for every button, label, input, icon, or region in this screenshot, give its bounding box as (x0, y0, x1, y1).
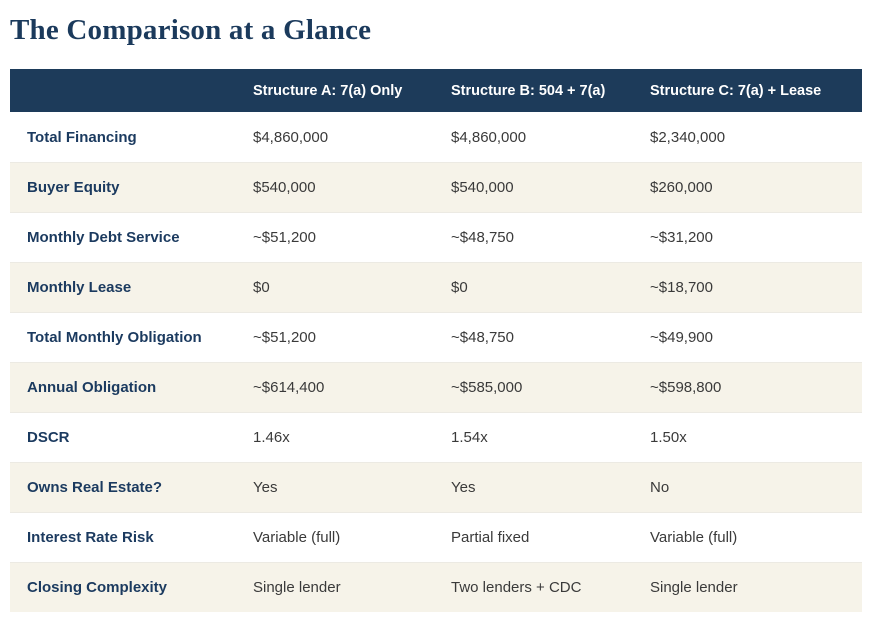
table-row: Owns Real Estate? Yes Yes No (10, 462, 862, 512)
row-label: Closing Complexity (27, 579, 168, 596)
cell-value: Yes (253, 479, 278, 496)
cell-value: 1.54x (451, 429, 488, 446)
row-label: Monthly Lease (27, 279, 132, 296)
cell-value: Variable (full) (650, 529, 738, 546)
cell-value: $540,000 (253, 179, 316, 196)
cell-value: ~$51,200 (253, 329, 316, 346)
row-label: Buyer Equity (27, 179, 120, 196)
cell-value: Single lender (253, 579, 341, 596)
cell-value: $4,860,000 (451, 128, 527, 146)
cell-value: No (650, 479, 670, 496)
cell-value: ~$18,700 (650, 279, 713, 296)
row-label: Total Financing (27, 128, 137, 146)
comparison-table: Structure A: 7(a) Only Structure B: 504 … (10, 69, 862, 612)
row-label: DSCR (27, 429, 70, 446)
cell-value: $260,000 (650, 179, 713, 196)
table-header-row: Structure A: 7(a) Only Structure B: 504 … (10, 69, 862, 112)
table-row: Total Financing $4,860,000 $4,860,000 $2… (10, 112, 862, 162)
cell-value: $540,000 (451, 179, 514, 196)
page-title: The Comparison at a Glance (10, 14, 372, 46)
row-label: Total Monthly Obligation (27, 329, 202, 346)
row-label: Owns Real Estate? (27, 479, 163, 496)
row-label: Interest Rate Risk (27, 529, 154, 546)
header-cell-structure-c: Structure C: 7(a) + Lease (650, 82, 822, 99)
cell-value: Yes (451, 479, 476, 496)
header-cell-structure-a: Structure A: 7(a) Only (253, 82, 403, 99)
cell-value: ~$31,200 (650, 229, 713, 246)
cell-value: ~$585,000 (451, 379, 523, 396)
row-label: Annual Obligation (27, 379, 157, 396)
table-row: Monthly Debt Service ~$51,200 ~$48,750 ~… (10, 212, 862, 262)
cell-value: 1.46x (253, 429, 290, 446)
cell-value: $2,340,000 (650, 128, 726, 146)
table-row: Interest Rate Risk Variable (full) Parti… (10, 512, 862, 562)
table-row: Buyer Equity $540,000 $540,000 $260,000 (10, 162, 862, 212)
cell-value: ~$614,400 (253, 379, 325, 396)
cell-value: ~$48,750 (451, 229, 514, 246)
cell-value: ~$48,750 (451, 329, 514, 346)
table-row: Annual Obligation ~$614,400 ~$585,000 ~$… (10, 362, 862, 412)
cell-value: $0 (253, 279, 270, 296)
cell-value: Single lender (650, 579, 738, 596)
cell-value: Two lenders + CDC (451, 579, 582, 596)
table-row: Monthly Lease $0 $0 ~$18,700 (10, 262, 862, 312)
row-label: Monthly Debt Service (27, 229, 180, 246)
cell-value: 1.50x (650, 429, 687, 446)
cell-value: $4,860,000 (253, 128, 329, 146)
cell-value: Partial fixed (451, 529, 530, 546)
table-row: DSCR 1.46x 1.54x 1.50x (10, 412, 862, 462)
cell-value: ~$51,200 (253, 229, 316, 246)
cell-value: $0 (451, 279, 468, 296)
table-row: Total Monthly Obligation ~$51,200 ~$48,7… (10, 312, 862, 362)
header-cell-structure-b: Structure B: 504 + 7(a) (451, 82, 606, 99)
cell-value: ~$49,900 (650, 329, 713, 346)
cell-value: Variable (full) (253, 529, 341, 546)
cell-value: ~$598,800 (650, 379, 722, 396)
table-row: Closing Complexity Single lender Two len… (10, 562, 862, 612)
